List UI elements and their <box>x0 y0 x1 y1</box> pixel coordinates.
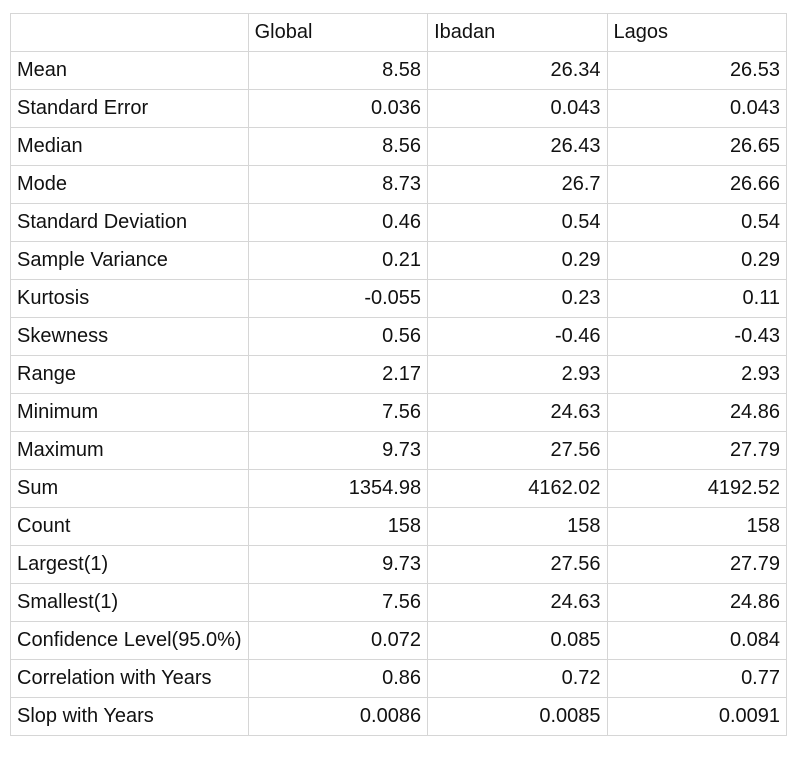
table-row: Largest(1) 9.73 27.56 27.79 <box>10 545 787 584</box>
row-label-cell[interactable]: Standard Deviation <box>10 203 249 242</box>
value-cell-global[interactable]: 7.56 <box>247 583 429 622</box>
table-row: Range 2.17 2.93 2.93 <box>10 355 787 394</box>
value-cell-global[interactable]: 0.036 <box>247 89 429 128</box>
value-cell-global[interactable]: -0.055 <box>247 279 429 318</box>
value-cell-global[interactable]: 1354.98 <box>247 469 429 508</box>
value-cell-lagos[interactable]: -0.43 <box>606 317 787 356</box>
value-cell-ibadan[interactable]: 24.63 <box>427 583 608 622</box>
row-label-cell[interactable]: Confidence Level(95.0%) <box>10 621 249 660</box>
row-label-cell[interactable]: Sample Variance <box>10 241 249 280</box>
row-label-cell[interactable]: Slop with Years <box>10 697 249 736</box>
value-cell-lagos[interactable]: 26.66 <box>606 165 787 204</box>
value-cell-ibadan[interactable]: 26.7 <box>427 165 608 204</box>
value-cell-global[interactable]: 8.73 <box>247 165 429 204</box>
value-cell-global[interactable]: 0.072 <box>247 621 429 660</box>
value-cell-lagos[interactable]: 0.084 <box>606 621 787 660</box>
row-label-cell[interactable]: Minimum <box>10 393 249 432</box>
corner-cell[interactable] <box>10 13 249 52</box>
row-label-cell[interactable]: Sum <box>10 469 249 508</box>
value-cell-lagos[interactable]: 24.86 <box>606 393 787 432</box>
value-cell-lagos[interactable]: 0.77 <box>606 659 787 698</box>
row-label-cell[interactable]: Mean <box>10 51 249 90</box>
column-header-lagos[interactable]: Lagos <box>606 13 787 52</box>
value-cell-ibadan[interactable]: 0.085 <box>427 621 608 660</box>
row-label-cell[interactable]: Standard Error <box>10 89 249 128</box>
row-label-cell[interactable]: Skewness <box>10 317 249 356</box>
value-cell-ibadan[interactable]: 27.56 <box>427 431 608 470</box>
table-row: Skewness 0.56 -0.46 -0.43 <box>10 317 787 356</box>
row-label-cell[interactable]: Range <box>10 355 249 394</box>
value-cell-ibadan[interactable]: 26.34 <box>427 51 608 90</box>
value-cell-global[interactable]: 0.0086 <box>247 697 429 736</box>
table-row: Standard Error 0.036 0.043 0.043 <box>10 89 787 128</box>
row-label-cell[interactable]: Kurtosis <box>10 279 249 318</box>
value-cell-ibadan[interactable]: 2.93 <box>427 355 608 394</box>
table-row: Correlation with Years 0.86 0.72 0.77 <box>10 659 787 698</box>
table-row: Standard Deviation 0.46 0.54 0.54 <box>10 203 787 242</box>
value-cell-global[interactable]: 9.73 <box>247 545 429 584</box>
value-cell-global[interactable]: 2.17 <box>247 355 429 394</box>
value-cell-lagos[interactable]: 27.79 <box>606 545 787 584</box>
value-cell-lagos[interactable]: 0.29 <box>606 241 787 280</box>
value-cell-ibadan[interactable]: 27.56 <box>427 545 608 584</box>
table-row: Sample Variance 0.21 0.29 0.29 <box>10 241 787 280</box>
value-cell-lagos[interactable]: 26.65 <box>606 127 787 166</box>
value-cell-lagos[interactable]: 4192.52 <box>606 469 787 508</box>
value-cell-global[interactable]: 9.73 <box>247 431 429 470</box>
value-cell-ibadan[interactable]: 0.23 <box>427 279 608 318</box>
value-cell-lagos[interactable]: 0.043 <box>606 89 787 128</box>
row-label-cell[interactable]: Largest(1) <box>10 545 249 584</box>
value-cell-ibadan[interactable]: -0.46 <box>427 317 608 356</box>
row-label-cell[interactable]: Maximum <box>10 431 249 470</box>
row-label-cell[interactable]: Count <box>10 507 249 546</box>
value-cell-global[interactable]: 158 <box>247 507 429 546</box>
value-cell-ibadan[interactable]: 0.043 <box>427 89 608 128</box>
table-row: Median 8.56 26.43 26.65 <box>10 127 787 166</box>
header-row: Global Ibadan Lagos <box>10 13 787 52</box>
value-cell-global[interactable]: 0.46 <box>247 203 429 242</box>
stats-table: Global Ibadan Lagos Mean 8.58 26.34 26.53 St… <box>10 13 787 736</box>
table-row: Minimum 7.56 24.63 24.86 <box>10 393 787 432</box>
value-cell-ibadan[interactable]: 0.0085 <box>427 697 608 736</box>
value-cell-ibadan[interactable]: 158 <box>427 507 608 546</box>
value-cell-ibadan[interactable]: 0.72 <box>427 659 608 698</box>
table-row: Mean 8.58 26.34 26.53 <box>10 51 787 90</box>
value-cell-lagos[interactable]: 2.93 <box>606 355 787 394</box>
table-row: Smallest(1) 7.56 24.63 24.86 <box>10 583 787 622</box>
value-cell-global[interactable]: 0.86 <box>247 659 429 698</box>
value-cell-ibadan[interactable]: 0.54 <box>427 203 608 242</box>
value-cell-ibadan[interactable]: 4162.02 <box>427 469 608 508</box>
value-cell-ibadan[interactable]: 24.63 <box>427 393 608 432</box>
table-row: Slop with Years 0.0086 0.0085 0.0091 <box>10 697 787 736</box>
row-label-cell[interactable]: Median <box>10 127 249 166</box>
value-cell-global[interactable]: 8.58 <box>247 51 429 90</box>
value-cell-lagos[interactable]: 27.79 <box>606 431 787 470</box>
column-header-ibadan[interactable]: Ibadan <box>427 13 608 52</box>
value-cell-lagos[interactable]: 0.11 <box>606 279 787 318</box>
column-header-global[interactable]: Global <box>247 13 429 52</box>
value-cell-global[interactable]: 8.56 <box>247 127 429 166</box>
value-cell-global[interactable]: 7.56 <box>247 393 429 432</box>
table-row: Count 158 158 158 <box>10 507 787 546</box>
table-row: Mode 8.73 26.7 26.66 <box>10 165 787 204</box>
value-cell-lagos[interactable]: 0.0091 <box>606 697 787 736</box>
value-cell-global[interactable]: 0.21 <box>247 241 429 280</box>
value-cell-lagos[interactable]: 26.53 <box>606 51 787 90</box>
value-cell-ibadan[interactable]: 26.43 <box>427 127 608 166</box>
value-cell-lagos[interactable]: 24.86 <box>606 583 787 622</box>
row-label-cell[interactable]: Smallest(1) <box>10 583 249 622</box>
table-row: Confidence Level(95.0%) 0.072 0.085 0.084 <box>10 621 787 660</box>
value-cell-lagos[interactable]: 158 <box>606 507 787 546</box>
value-cell-lagos[interactable]: 0.54 <box>606 203 787 242</box>
value-cell-ibadan[interactable]: 0.29 <box>427 241 608 280</box>
table-row: Maximum 9.73 27.56 27.79 <box>10 431 787 470</box>
table-row: Kurtosis -0.055 0.23 0.11 <box>10 279 787 318</box>
value-cell-global[interactable]: 0.56 <box>247 317 429 356</box>
table-row: Sum 1354.98 4162.02 4192.52 <box>10 469 787 508</box>
row-label-cell[interactable]: Correlation with Years <box>10 659 249 698</box>
row-label-cell[interactable]: Mode <box>10 165 249 204</box>
